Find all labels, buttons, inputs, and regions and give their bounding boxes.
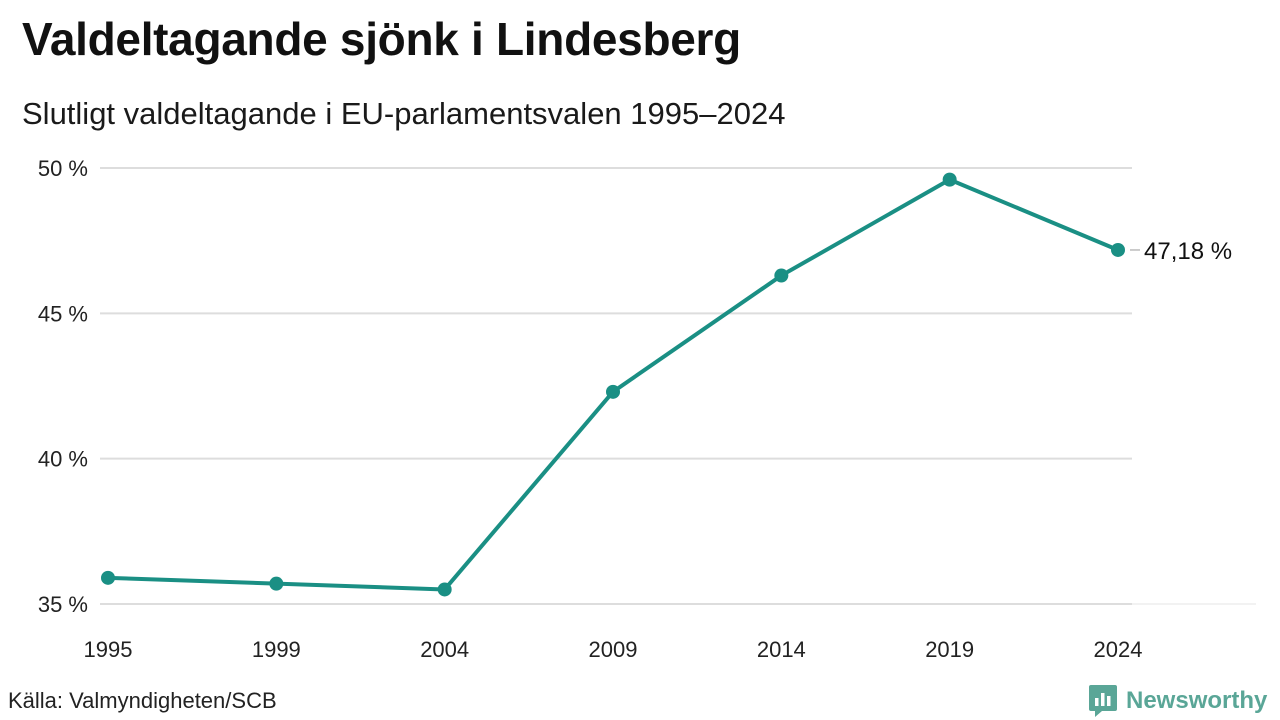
newsworthy-chart-bubble-icon — [1089, 685, 1117, 717]
x-tick-label: 2024 — [1094, 637, 1143, 662]
data-point — [774, 268, 789, 283]
x-tick-label: 2019 — [925, 637, 974, 662]
brand-logo: Newsworthy — [1088, 684, 1267, 718]
data-point — [269, 576, 284, 591]
y-tick-label: 50 % — [38, 156, 88, 181]
x-tick-label: 1999 — [252, 637, 301, 662]
source-note: Källa: Valmyndigheten/SCB — [8, 688, 277, 713]
y-tick-label: 45 % — [38, 301, 88, 326]
data-point — [606, 384, 620, 399]
data-point — [437, 582, 452, 597]
y-tick-label: 40 % — [38, 447, 88, 472]
end-value-label: 47,18 % — [1144, 238, 1232, 265]
x-tick-label: 1995 — [84, 637, 133, 662]
x-tick-label: 2014 — [757, 637, 806, 662]
y-tick-label: 35 % — [38, 592, 88, 617]
x-tick-label: 2009 — [589, 637, 638, 662]
data-point — [1111, 242, 1125, 257]
line-chart: 35 % 40 % 45 % 50 % 1995 1999 2004 2009 2014 2019… — [38, 156, 1256, 662]
x-tick-label: 2004 — [420, 637, 469, 662]
data-point — [942, 172, 957, 187]
data-point — [101, 570, 115, 585]
chart-title: Valdeltagande sjönk i Lindesberg — [22, 13, 741, 65]
chart-subtitle: Slutligt valdeltagande i EU-parlamentsva… — [22, 96, 786, 131]
brand-name: Newsworthy — [1126, 687, 1268, 714]
series-line — [106, 177, 1120, 592]
